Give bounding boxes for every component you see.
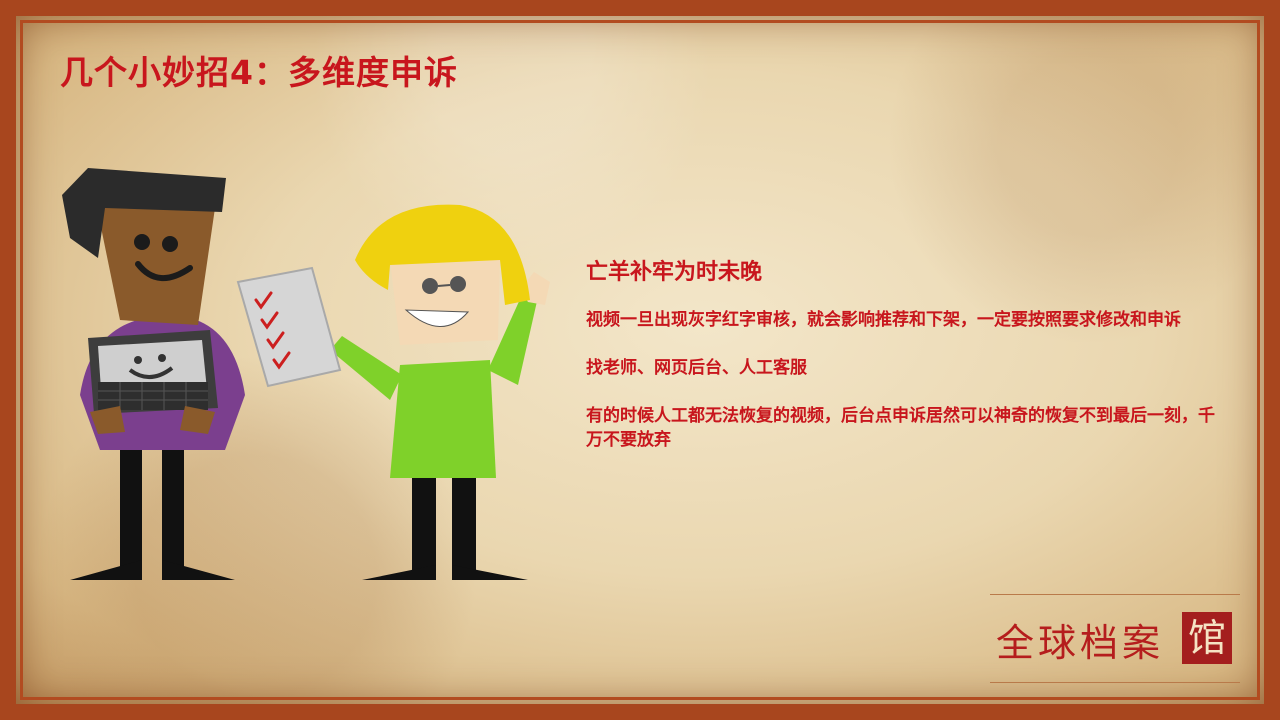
brand-bottom-line xyxy=(990,682,1240,683)
brand-top-line xyxy=(990,594,1240,595)
paragraph-review-impact: 视频一旦出现灰字红字审核，就会影响推荐和下架，一定要按照要求修改和申诉 xyxy=(586,310,1181,330)
slide-content: 亡羊补牢为时未晚 视频一旦出现灰字红字审核，就会影响推荐和下架，一定要按照要求修… xyxy=(586,254,1226,476)
brand-name: 全球档案 xyxy=(996,621,1165,665)
slide-subtitle: 亡羊补牢为时未晚 xyxy=(586,260,763,285)
characters-illustration xyxy=(62,168,550,580)
paragraph-channels: 找老师、网页后台、人工客服 xyxy=(586,358,807,378)
brand-seal-char: 馆 xyxy=(1182,612,1232,664)
man-with-laptop-figure xyxy=(62,168,245,580)
page-title: 几个小妙招4：多维度申诉 xyxy=(60,53,458,92)
brand-logo: 全球档案 馆 xyxy=(990,594,1240,684)
woman-with-checklist-figure xyxy=(236,204,550,580)
paragraph-never-give-up: 有的时候人工都无法恢复的视频，后台点申诉居然可以神奇的恢复不到最后一刻，千万不要… xyxy=(586,406,1215,450)
